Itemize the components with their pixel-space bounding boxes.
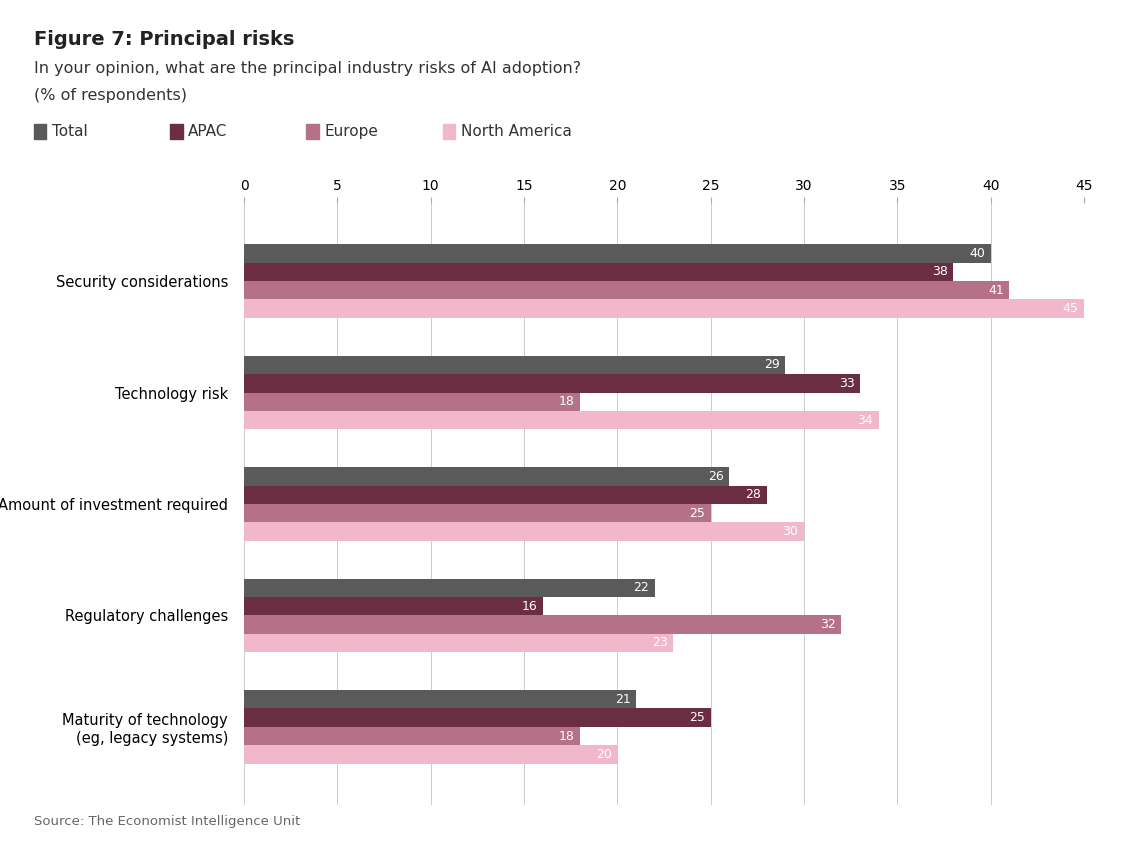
Text: 28: 28 bbox=[746, 488, 762, 501]
Text: 23: 23 bbox=[651, 636, 667, 650]
Text: 25: 25 bbox=[689, 711, 705, 724]
Bar bbox=[244, 690, 636, 708]
Bar bbox=[244, 597, 543, 616]
Bar bbox=[244, 263, 953, 281]
Text: 26: 26 bbox=[708, 470, 724, 483]
Text: North America: North America bbox=[461, 124, 571, 139]
Bar bbox=[244, 504, 711, 523]
Bar bbox=[244, 616, 841, 634]
Bar bbox=[244, 244, 991, 263]
Text: 45: 45 bbox=[1062, 302, 1078, 315]
Text: Europe: Europe bbox=[325, 124, 378, 139]
Text: 22: 22 bbox=[633, 581, 649, 595]
Text: 33: 33 bbox=[839, 377, 855, 390]
Text: 40: 40 bbox=[969, 247, 985, 260]
Text: APAC: APAC bbox=[188, 124, 227, 139]
Text: 25: 25 bbox=[689, 507, 705, 520]
Bar bbox=[244, 523, 804, 540]
Text: 16: 16 bbox=[521, 600, 537, 612]
Text: 20: 20 bbox=[596, 748, 612, 761]
Text: 21: 21 bbox=[615, 693, 630, 706]
Text: In your opinion, what are the principal industry risks of AI adoption?: In your opinion, what are the principal … bbox=[34, 61, 581, 76]
Text: Source: The Economist Intelligence Unit: Source: The Economist Intelligence Unit bbox=[34, 816, 301, 828]
Bar bbox=[244, 300, 1084, 318]
Text: 18: 18 bbox=[558, 396, 574, 408]
Text: 18: 18 bbox=[558, 729, 574, 743]
Text: 32: 32 bbox=[819, 618, 835, 631]
Bar bbox=[244, 392, 580, 411]
Bar bbox=[244, 634, 673, 652]
Text: 41: 41 bbox=[987, 284, 1003, 296]
Text: 34: 34 bbox=[857, 413, 873, 427]
Bar bbox=[244, 727, 580, 745]
Bar bbox=[244, 745, 617, 764]
Bar bbox=[244, 485, 766, 504]
Bar bbox=[244, 411, 878, 429]
Text: 38: 38 bbox=[932, 265, 948, 279]
Bar bbox=[244, 374, 860, 392]
Text: Figure 7: Principal risks: Figure 7: Principal risks bbox=[34, 30, 294, 48]
Bar bbox=[244, 281, 1009, 300]
Bar bbox=[244, 468, 730, 485]
Text: 29: 29 bbox=[764, 358, 780, 372]
Bar bbox=[244, 579, 655, 597]
Bar bbox=[244, 708, 711, 727]
Text: 30: 30 bbox=[782, 525, 798, 538]
Text: Total: Total bbox=[52, 124, 87, 139]
Bar bbox=[244, 356, 785, 374]
Text: (% of respondents): (% of respondents) bbox=[34, 88, 187, 103]
